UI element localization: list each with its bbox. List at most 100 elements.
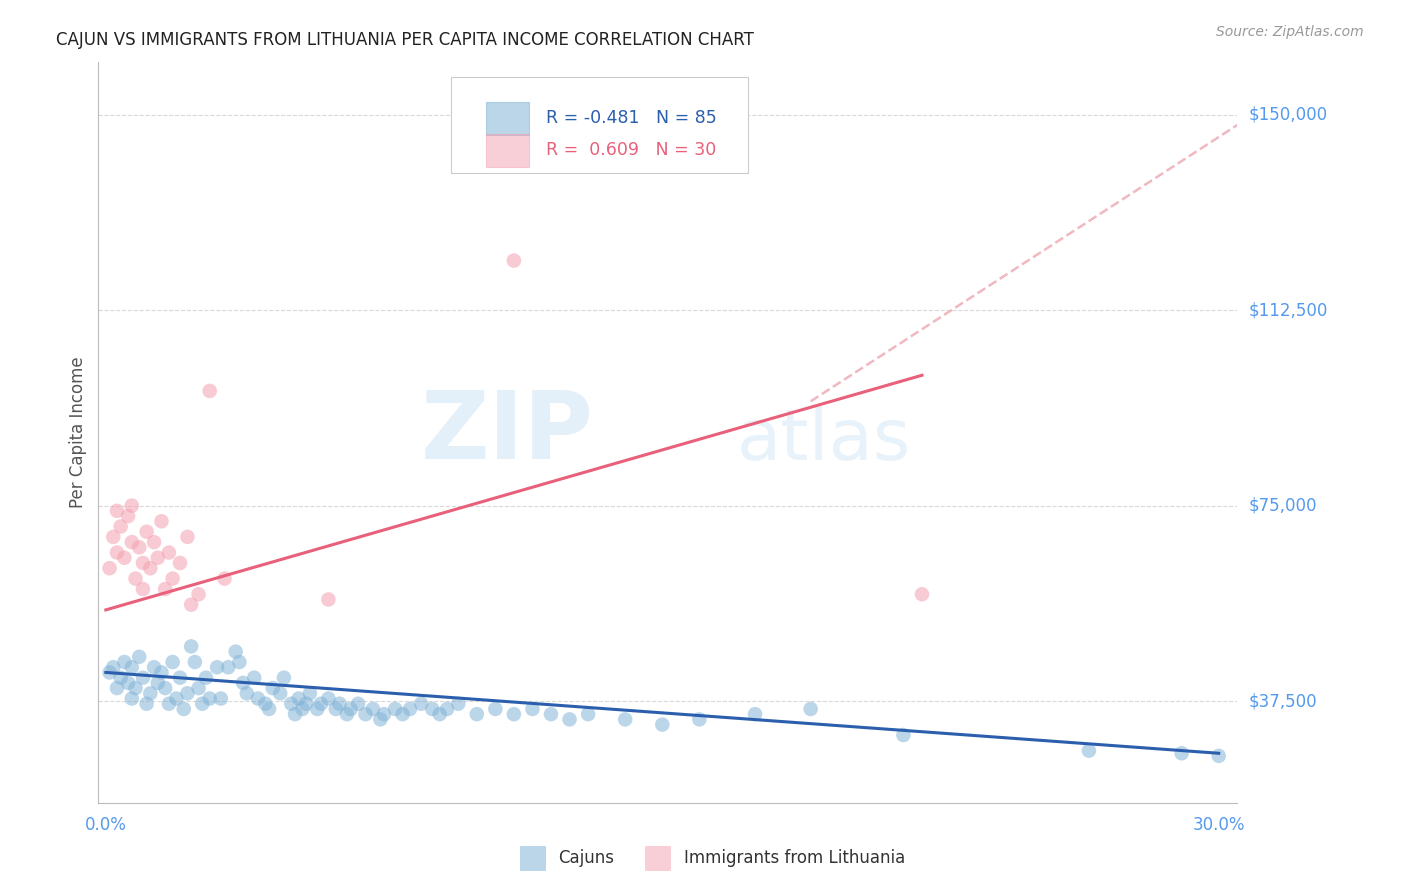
Point: [257, 702, 280, 716]
Point: [105, 504, 128, 518]
Point: [110, 671, 132, 685]
Point: [105, 545, 128, 559]
Point: [800, 702, 823, 716]
Point: [347, 697, 370, 711]
Point: [124, 681, 146, 695]
Bar: [485, 102, 529, 135]
Point: [217, 660, 239, 674]
Point: [225, 644, 247, 658]
Point: [165, 691, 187, 706]
Point: [162, 572, 184, 586]
Point: [128, 649, 150, 664]
Point: [280, 697, 302, 711]
Point: [124, 572, 146, 586]
Point: [1077, 744, 1099, 758]
Point: [214, 572, 236, 586]
Point: [153, 681, 176, 695]
Point: [180, 598, 202, 612]
Point: [262, 681, 284, 695]
Point: [893, 728, 915, 742]
Point: [284, 707, 307, 722]
Point: [540, 707, 562, 722]
Point: [98, 561, 121, 575]
Point: [744, 707, 766, 722]
Point: [269, 686, 291, 700]
Point: [157, 697, 180, 711]
Text: R =  0.609   N = 30: R = 0.609 N = 30: [546, 141, 716, 160]
Text: ZIP: ZIP: [420, 386, 593, 479]
Point: [153, 582, 176, 596]
Point: [232, 676, 254, 690]
Text: R = -0.481   N = 85: R = -0.481 N = 85: [546, 109, 717, 128]
Point: [121, 660, 143, 674]
Point: [447, 697, 470, 711]
Point: [295, 697, 318, 711]
Point: [361, 702, 384, 716]
Point: [132, 556, 155, 570]
Point: [911, 587, 934, 601]
Point: [117, 676, 139, 690]
Point: [187, 587, 209, 601]
Bar: [645, 847, 671, 871]
Point: [103, 660, 125, 674]
Point: [198, 384, 221, 398]
Point: [187, 681, 209, 695]
Text: CAJUN VS IMMIGRANTS FROM LITHUANIA PER CAPITA INCOME CORRELATION CHART: CAJUN VS IMMIGRANTS FROM LITHUANIA PER C…: [56, 31, 754, 49]
Point: [112, 550, 135, 565]
Bar: [520, 847, 546, 871]
Point: [465, 707, 488, 722]
Point: [373, 707, 395, 722]
Point: [236, 686, 259, 700]
Point: [128, 541, 150, 555]
Point: [176, 530, 198, 544]
Point: [105, 681, 128, 695]
Point: [429, 707, 451, 722]
Point: [298, 686, 321, 700]
Point: [614, 712, 637, 726]
Point: [339, 702, 361, 716]
Point: [103, 530, 125, 544]
Text: Cajuns: Cajuns: [558, 849, 614, 867]
Point: [132, 582, 155, 596]
Point: [309, 697, 332, 711]
Text: 0.0%: 0.0%: [84, 816, 127, 834]
Text: atlas: atlas: [737, 406, 911, 475]
Point: [370, 712, 392, 726]
Point: [121, 535, 143, 549]
Point: [209, 691, 232, 706]
Point: [336, 707, 359, 722]
Point: [121, 499, 143, 513]
Point: [98, 665, 121, 680]
Point: [112, 655, 135, 669]
Point: [287, 691, 309, 706]
Point: [184, 655, 207, 669]
Text: Immigrants from Lithuania: Immigrants from Lithuania: [683, 849, 905, 867]
Point: [391, 707, 413, 722]
Point: [688, 712, 710, 726]
Point: [651, 717, 673, 731]
Point: [254, 697, 277, 711]
Text: 30.0%: 30.0%: [1192, 816, 1244, 834]
Point: [1170, 746, 1192, 760]
Point: [195, 671, 218, 685]
Point: [411, 697, 433, 711]
Point: [318, 592, 340, 607]
Point: [1208, 748, 1230, 763]
Point: [146, 676, 169, 690]
Point: [150, 665, 173, 680]
Text: $150,000: $150,000: [1249, 105, 1327, 124]
Text: $37,500: $37,500: [1249, 692, 1317, 710]
Text: $75,000: $75,000: [1249, 497, 1317, 515]
Point: [180, 640, 202, 654]
Bar: [485, 134, 529, 167]
Point: [117, 509, 139, 524]
Point: [198, 691, 221, 706]
Point: [150, 514, 173, 528]
Point: [328, 697, 350, 711]
Point: [173, 702, 195, 716]
Point: [576, 707, 599, 722]
Text: Source: ZipAtlas.com: Source: ZipAtlas.com: [1216, 25, 1364, 39]
Point: [273, 671, 295, 685]
Point: [503, 253, 526, 268]
Point: [176, 686, 198, 700]
